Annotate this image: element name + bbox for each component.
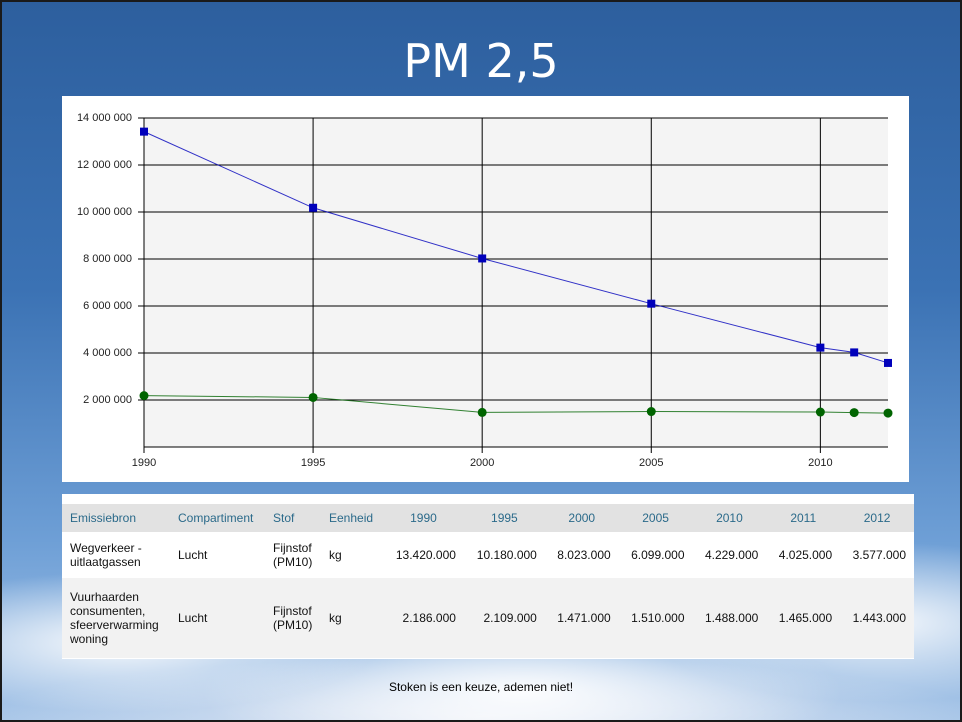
table-cell: 13.420.000 [383, 532, 464, 578]
header-cell: 2010 [693, 504, 767, 532]
slide: PM 2,5 2 000 000 4 000 000 6 000 000 8 000 … [0, 0, 962, 722]
table-cell: 1.465.000 [766, 578, 840, 658]
table-row: Vuurhaarden consumenten, sfeerverwarming… [62, 578, 914, 658]
header-cell: 2005 [619, 504, 693, 532]
table-cell: Wegverkeer - uitlaatgassen [62, 532, 170, 578]
header-cell: 1990 [383, 504, 464, 532]
x-tick-label: 2010 [808, 457, 832, 469]
table-cell: 1.510.000 [619, 578, 693, 658]
header-cell: 2012 [840, 504, 914, 532]
point [478, 254, 486, 262]
header-cell: Compartiment [170, 504, 265, 532]
point [850, 408, 859, 417]
x-tick-label: 2000 [470, 457, 494, 469]
table-cell: 4.025.000 [766, 532, 840, 578]
table-cell: 2.186.000 [383, 578, 464, 658]
table-cell: Lucht [170, 578, 265, 658]
table-cell: Fijnstof (PM10) [265, 578, 321, 658]
x-tick-label: 1990 [132, 457, 156, 469]
y-tick-label: 6 000 000 [83, 300, 132, 312]
point [140, 128, 148, 136]
table-cell: 1.471.000 [545, 578, 619, 658]
point [647, 407, 656, 416]
point [884, 359, 892, 367]
table-cell: 6.099.000 [619, 532, 693, 578]
chart: 2 000 000 4 000 000 6 000 000 8 000 000 10 0… [62, 96, 909, 482]
y-tick-label: 4 000 000 [83, 347, 132, 359]
table-cell: 1.488.000 [693, 578, 767, 658]
header-cell: 2000 [545, 504, 619, 532]
table-cell: 8.023.000 [545, 532, 619, 578]
header-cell: 1995 [464, 504, 545, 532]
footer: Stoken is een keuze, ademen niet! [2, 680, 960, 694]
header-cell: Stof [265, 504, 321, 532]
y-tick-label: 8 000 000 [83, 253, 132, 265]
point [309, 204, 317, 212]
y-tick-label: 14 000 000 [77, 112, 132, 124]
table-cell: Lucht [170, 532, 265, 578]
table-cell: 1.443.000 [840, 578, 914, 658]
table-cell: 4.229.000 [693, 532, 767, 578]
table-cell: 10.180.000 [464, 532, 545, 578]
point [884, 409, 893, 418]
x-tick-label: 2005 [639, 457, 663, 469]
header-cell: Emissiebron [62, 504, 170, 532]
table-cell: kg [321, 578, 383, 658]
x-tick-label: 1995 [301, 457, 325, 469]
point [816, 408, 825, 417]
y-tick-label: 12 000 000 [77, 159, 132, 171]
point [140, 391, 149, 400]
y-tick-label: 10 000 000 [77, 206, 132, 218]
table-cell: Fijnstof (PM10) [265, 532, 321, 578]
header-cell: Eenheid [321, 504, 383, 532]
table-cell: Vuurhaarden consumenten, sfeerverwarming… [62, 578, 170, 658]
table-cell: 2.109.000 [464, 578, 545, 658]
point [478, 408, 487, 417]
point [816, 344, 824, 352]
point [309, 393, 318, 402]
table-cell: 3.577.000 [840, 532, 914, 578]
header-cell: 2011 [766, 504, 840, 532]
table-cell: kg [321, 532, 383, 578]
point [647, 300, 655, 308]
plot-area [144, 118, 888, 447]
point [850, 348, 858, 356]
y-tick-label: 2 000 000 [83, 394, 132, 406]
slide-title: PM 2,5 [2, 34, 960, 88]
